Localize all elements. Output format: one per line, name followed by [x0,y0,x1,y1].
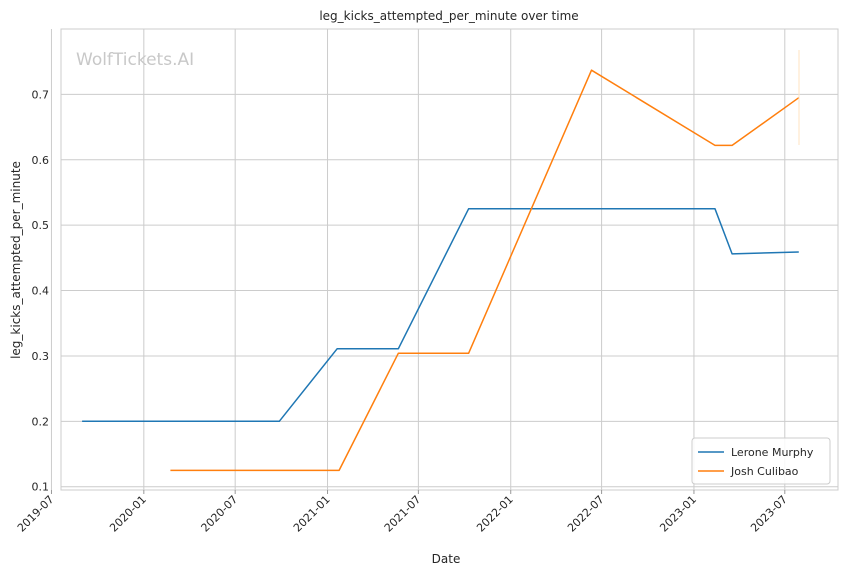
y-tick-label: 0.5 [32,219,50,232]
x-tick-label: 2019-07 [15,493,57,535]
series-layer [82,69,800,472]
y-tick-label: 0.3 [32,350,50,363]
y-tick-label: 0.1 [32,481,50,494]
chart-title: leg_kicks_attempted_per_minute over time [319,9,578,23]
x-tick-label: 2020-07 [199,493,241,535]
x-tick-label: 2023-07 [748,493,790,535]
y-tick-label: 0.2 [32,415,50,428]
watermark: WolfTickets.AI [76,50,194,70]
x-tick-label: 2022-01 [474,493,516,535]
series-line-0 [82,208,799,423]
legend-box [691,437,831,485]
legend-label-josh-culibao: Josh Culibao [730,465,799,478]
y-tick-label: 0.7 [32,88,50,101]
plot-area [60,28,839,491]
series-line-1 [170,69,800,472]
x-tick-label: 2021-01 [291,493,333,535]
x-tick-label: 2023-01 [657,493,699,535]
x-tick-label: 2022-07 [565,493,607,535]
legend: Lerone Murphy Josh Culibao [691,437,831,485]
x-axis-title: Date [432,552,461,566]
x-tick-label: 2020-01 [107,493,149,535]
y-tick-label: 0.6 [32,154,50,167]
x-tick-label: 2021-07 [382,493,424,535]
y-tick-labels: 0.1 0.2 0.3 0.4 0.5 0.6 0.7 [32,88,50,493]
y-axis-title: leg_kicks_attempted_per_minute [9,161,23,359]
legend-label-lerone-murphy: Lerone Murphy [731,446,814,459]
x-tick-labels: 2019-07 2020-01 2020-07 2021-01 2021-07 2022-… [15,493,790,535]
y-tick-label: 0.4 [32,285,50,298]
